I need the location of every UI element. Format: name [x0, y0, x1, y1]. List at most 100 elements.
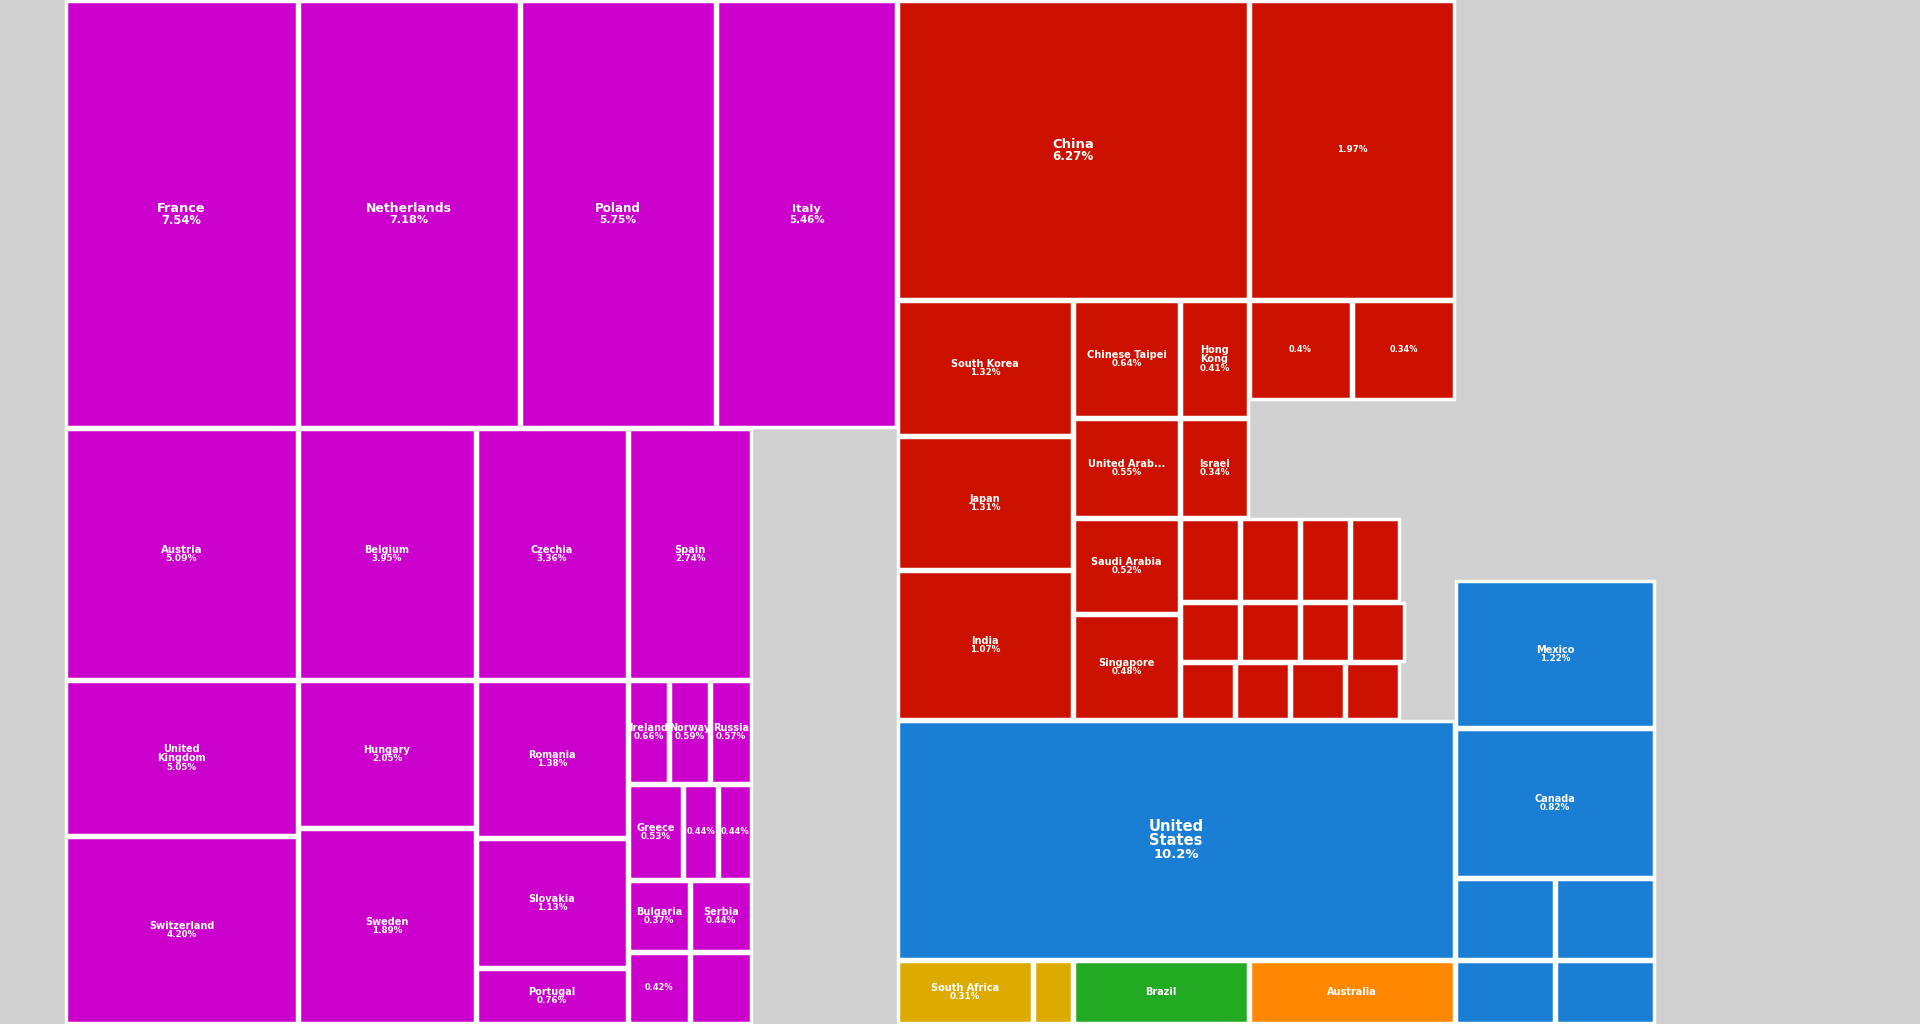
Text: 0.34%: 0.34% — [1200, 468, 1229, 477]
Bar — [1455, 962, 1553, 1023]
Bar — [630, 429, 751, 679]
Text: 0.48%: 0.48% — [1112, 668, 1142, 676]
Bar — [1557, 962, 1653, 1023]
Text: Czechia: Czechia — [530, 545, 574, 555]
Bar — [1352, 603, 1404, 660]
Text: Sweden: Sweden — [365, 916, 409, 927]
Text: Switzerland: Switzerland — [150, 921, 215, 931]
Text: 0.52%: 0.52% — [1112, 566, 1142, 575]
Text: Brazil: Brazil — [1146, 987, 1177, 997]
Bar — [1354, 301, 1453, 398]
Text: Romania: Romania — [528, 750, 576, 760]
Bar — [630, 953, 689, 1023]
Bar — [1302, 519, 1348, 601]
Text: Norway: Norway — [668, 723, 710, 733]
Text: Saudi Arabia: Saudi Arabia — [1091, 557, 1162, 566]
Text: Netherlands: Netherlands — [367, 202, 451, 215]
Text: 1.13%: 1.13% — [538, 903, 566, 912]
Text: 4.20%: 4.20% — [167, 930, 196, 939]
Text: 10.2%: 10.2% — [1154, 848, 1198, 861]
Text: States: States — [1150, 834, 1202, 848]
Text: Slovakia: Slovakia — [528, 894, 576, 904]
Text: United: United — [1148, 819, 1204, 834]
Text: Poland: Poland — [595, 203, 641, 215]
Bar — [1075, 962, 1248, 1023]
Text: Bulgaria: Bulgaria — [636, 906, 682, 916]
Text: 5.46%: 5.46% — [789, 215, 824, 224]
Bar — [630, 882, 689, 950]
Text: 0.42%: 0.42% — [645, 983, 674, 992]
Text: 0.31%: 0.31% — [950, 992, 981, 1001]
Text: 7.18%: 7.18% — [390, 215, 428, 225]
Bar — [630, 785, 682, 879]
Text: Chinese Taipei: Chinese Taipei — [1087, 350, 1167, 359]
Text: 0.44%: 0.44% — [720, 827, 749, 837]
Bar — [630, 681, 668, 782]
Bar — [520, 1, 714, 427]
Bar — [67, 838, 298, 1023]
Text: 0.66%: 0.66% — [634, 732, 664, 741]
Bar — [300, 1, 518, 427]
Bar — [720, 785, 751, 879]
Bar — [1240, 519, 1298, 601]
Text: Japan: Japan — [970, 494, 1000, 504]
Bar — [300, 829, 474, 1023]
Bar — [718, 1, 897, 427]
Bar — [691, 882, 751, 950]
Bar — [478, 429, 626, 679]
Text: Australia: Australia — [1327, 987, 1377, 997]
Bar — [67, 1, 298, 427]
Text: Greece: Greece — [636, 822, 674, 833]
Bar — [899, 1, 1248, 299]
Text: Canada: Canada — [1534, 794, 1576, 804]
Bar — [1181, 664, 1235, 719]
Bar — [1557, 880, 1653, 958]
Text: 1.89%: 1.89% — [372, 927, 401, 935]
Text: Israel: Israel — [1200, 459, 1231, 469]
Bar — [1181, 419, 1248, 517]
Text: 0.41%: 0.41% — [1200, 364, 1229, 373]
Bar — [899, 571, 1071, 719]
Text: South Korea: South Korea — [950, 358, 1020, 369]
Text: 0.34%: 0.34% — [1390, 345, 1417, 354]
Bar — [1250, 962, 1453, 1023]
Bar — [1302, 603, 1348, 660]
Text: Portugal: Portugal — [528, 987, 576, 996]
Text: 0.53%: 0.53% — [641, 833, 670, 842]
Text: 2.74%: 2.74% — [674, 554, 705, 563]
Text: 5.75%: 5.75% — [599, 215, 637, 224]
Bar — [67, 429, 298, 679]
Bar — [1181, 519, 1238, 601]
Text: Singapore: Singapore — [1098, 657, 1154, 668]
Bar — [899, 962, 1031, 1023]
Text: 3.95%: 3.95% — [372, 554, 401, 563]
Text: Belgium: Belgium — [365, 545, 409, 555]
Text: 0.4%: 0.4% — [1288, 345, 1311, 354]
Text: 1.32%: 1.32% — [970, 369, 1000, 377]
Bar — [710, 681, 751, 782]
Text: Spain: Spain — [674, 545, 707, 555]
Text: 0.59%: 0.59% — [674, 732, 705, 741]
Bar — [1352, 519, 1400, 601]
Text: United: United — [163, 744, 200, 754]
Bar — [1035, 962, 1071, 1023]
Text: 1.38%: 1.38% — [538, 759, 566, 768]
Bar — [684, 785, 716, 879]
Text: 5.05%: 5.05% — [167, 763, 196, 772]
Bar — [1181, 301, 1248, 417]
Bar — [1346, 664, 1400, 719]
Bar — [1075, 419, 1179, 517]
Text: France: France — [157, 202, 205, 215]
Text: 0.55%: 0.55% — [1112, 468, 1142, 477]
Bar — [300, 429, 474, 679]
Bar — [899, 437, 1071, 568]
Text: Ireland: Ireland — [630, 723, 668, 733]
Text: 0.57%: 0.57% — [716, 732, 747, 741]
Bar — [1075, 519, 1179, 612]
Text: 5.09%: 5.09% — [165, 554, 198, 563]
Bar — [899, 721, 1453, 958]
Text: 6.27%: 6.27% — [1052, 150, 1094, 163]
Bar — [478, 681, 626, 837]
Text: 1.31%: 1.31% — [970, 503, 1000, 512]
Bar — [300, 681, 474, 826]
